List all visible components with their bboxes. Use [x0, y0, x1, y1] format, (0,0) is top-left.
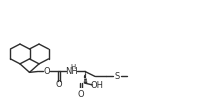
Text: O: O [44, 67, 50, 76]
Text: S: S [114, 72, 120, 81]
Text: OH: OH [90, 81, 103, 90]
Text: O: O [56, 80, 62, 89]
Text: O: O [78, 90, 84, 98]
Text: NH: NH [66, 67, 78, 76]
Text: H: H [71, 64, 76, 70]
